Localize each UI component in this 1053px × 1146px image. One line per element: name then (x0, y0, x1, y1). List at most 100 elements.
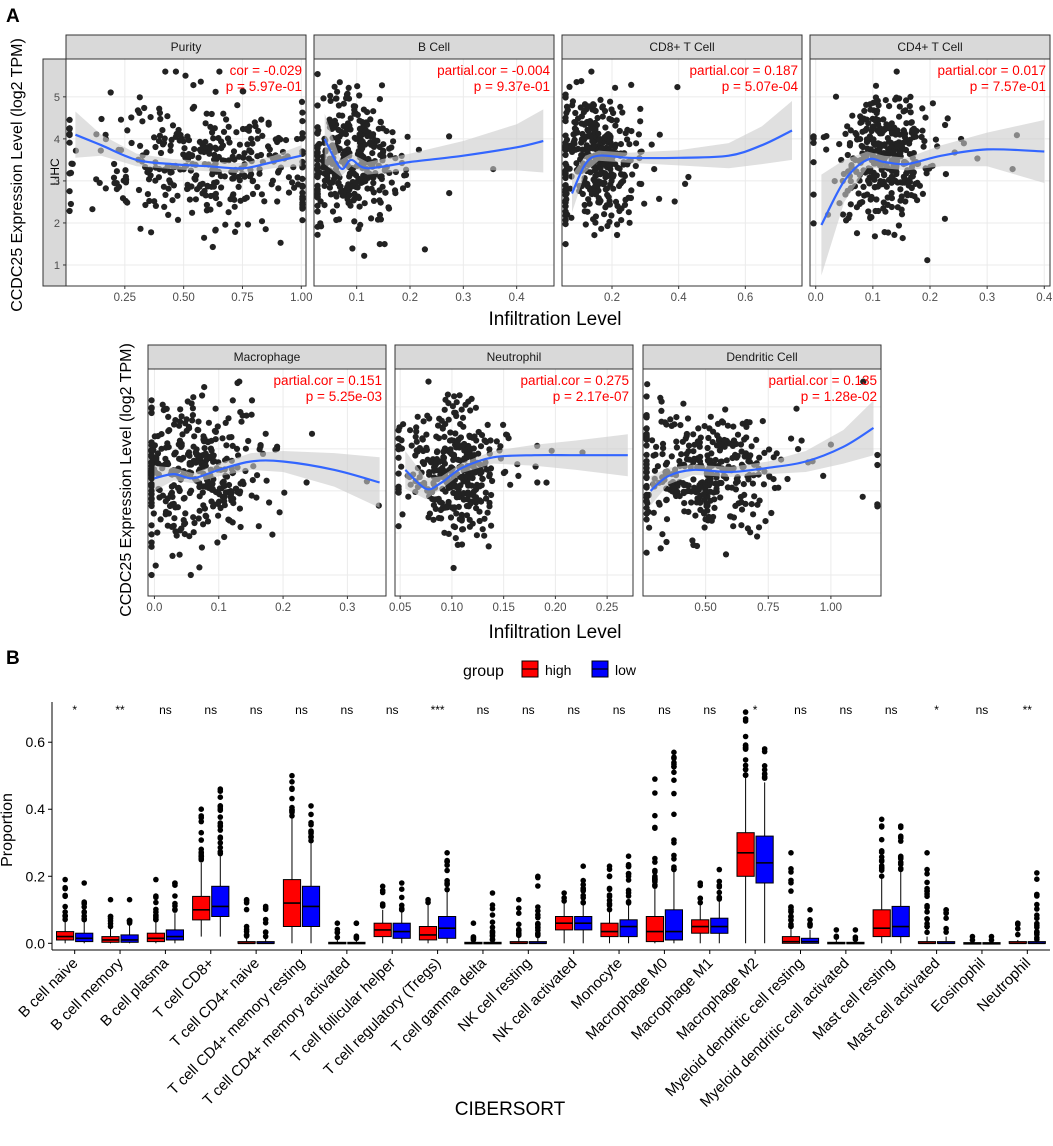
data-point (160, 183, 167, 190)
data-point (562, 132, 569, 139)
outlier-low (580, 899, 587, 906)
data-point (581, 135, 588, 143)
data-point (810, 133, 817, 140)
box-high (418, 926, 438, 941)
data-point (896, 113, 903, 120)
outlier-high (243, 926, 250, 933)
data-point (894, 204, 901, 211)
data-point (505, 435, 512, 442)
data-point (476, 508, 483, 515)
data-point (247, 173, 254, 180)
panel-border (561, 58, 803, 287)
data-point (566, 83, 573, 90)
box-low (664, 909, 683, 941)
data-point (685, 508, 692, 515)
data-point (165, 413, 172, 420)
data-point (635, 131, 643, 138)
data-point (352, 135, 360, 142)
significance-label: * (72, 703, 77, 717)
data-point (192, 176, 199, 183)
x-tick-label: 0.0 (146, 602, 162, 614)
data-point (484, 509, 491, 516)
data-point (619, 109, 626, 116)
data-point (194, 186, 201, 193)
data-point (192, 450, 199, 457)
data-point (586, 118, 594, 125)
outlier-low (353, 920, 360, 926)
outlier-low (716, 878, 723, 885)
data-point (424, 456, 431, 463)
data-point (572, 119, 579, 126)
data-point (706, 460, 713, 467)
data-point (907, 119, 915, 126)
data-point (354, 83, 361, 90)
data-point (637, 118, 644, 125)
data-point (874, 183, 882, 190)
data-point (326, 184, 333, 191)
fit-line (649, 426, 875, 492)
significance-label: ns (567, 703, 580, 717)
data-point (682, 180, 689, 187)
data-point (115, 183, 123, 190)
outlier-low (217, 840, 224, 846)
fit-line (570, 129, 793, 194)
data-point (903, 120, 910, 127)
outlier-high (788, 869, 794, 875)
data-point (458, 406, 465, 413)
data-point (658, 398, 665, 405)
data-point (365, 155, 372, 163)
data-point (156, 105, 163, 112)
stat-pvalue: p = 5.25e-03 (306, 389, 382, 404)
data-point (167, 147, 174, 154)
outlier-low (988, 933, 995, 940)
data-point (656, 195, 663, 202)
data-point (472, 404, 479, 411)
facet-title: B Cell (418, 40, 450, 54)
outlier-high (652, 825, 658, 831)
data-point (229, 397, 236, 404)
data-point (102, 185, 109, 192)
outlier-low (761, 763, 768, 769)
data-point (367, 141, 375, 148)
data-point (255, 523, 262, 530)
data-point (314, 157, 321, 164)
data-point (155, 137, 163, 145)
data-point (567, 185, 574, 192)
outlier-high (561, 895, 567, 901)
outlier-high (742, 762, 749, 769)
data-point (331, 190, 339, 197)
data-point (218, 184, 225, 191)
data-point (882, 208, 889, 215)
outlier-high (153, 893, 159, 899)
data-point (610, 172, 617, 179)
data-point (908, 184, 915, 192)
data-point (249, 140, 256, 147)
data-point (434, 467, 441, 474)
outlier-low (172, 903, 178, 909)
stat-correlation: partial.cor = 0.187 (690, 63, 798, 78)
data-point (212, 405, 219, 412)
data-point (581, 101, 589, 108)
data-point (899, 179, 906, 186)
data-point (230, 148, 238, 155)
data-point (586, 200, 593, 207)
data-point (441, 433, 448, 440)
data-point (562, 146, 569, 154)
data-point (240, 480, 247, 488)
x-tick-label: 0.50 (172, 292, 194, 304)
outlier-high (379, 902, 386, 909)
data-point (212, 144, 219, 151)
data-point (67, 200, 74, 208)
data-point (678, 451, 685, 458)
outlier-high (62, 884, 68, 891)
data-point (148, 539, 155, 546)
outlier-high (62, 903, 68, 910)
outlier-high (62, 916, 68, 923)
data-point (181, 145, 188, 152)
outlier-high (969, 933, 976, 940)
data-point (308, 430, 316, 437)
data-point (885, 146, 892, 153)
data-point (476, 483, 483, 490)
outlier-low (1034, 912, 1040, 918)
